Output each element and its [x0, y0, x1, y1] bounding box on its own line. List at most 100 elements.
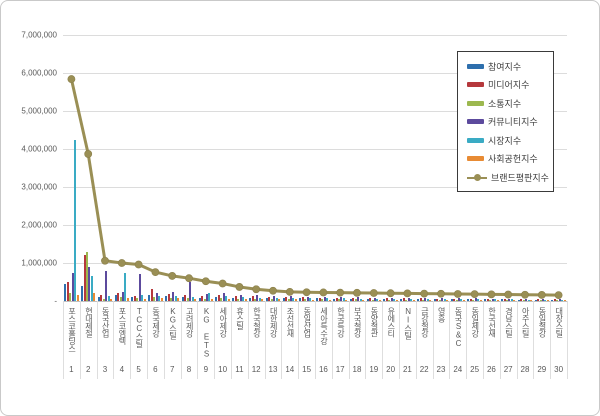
bar-사회공헌지수 — [412, 300, 415, 301]
bar-커뮤니티지수 — [239, 294, 242, 301]
category-separator — [180, 301, 182, 379]
bar-소통지수 — [270, 299, 273, 301]
line-marker — [369, 289, 378, 297]
line-marker — [336, 288, 345, 297]
x-axis-category-label: 동일철강 — [537, 307, 547, 337]
x-axis-rank-label: 9 — [203, 365, 209, 374]
y-axis-tick-label: 3,000,000 — [21, 182, 57, 192]
x-axis-category-cell: 동일제강 — [466, 307, 483, 361]
category-separator — [415, 301, 417, 379]
x-axis-rank-label: 22 — [419, 365, 429, 374]
line-marker — [487, 290, 496, 299]
x-axis-category-cell: 세아제강 — [214, 307, 231, 361]
bar-참여지수 — [265, 297, 268, 301]
bar-미디어지수 — [469, 298, 472, 301]
x-axis-rank-label: 5 — [136, 365, 141, 374]
bar-시장지수 — [477, 299, 480, 301]
x-axis-rank-label: 30 — [554, 365, 564, 374]
x-axis-category-label: 유에스티 — [386, 307, 396, 337]
category-separator — [298, 301, 300, 379]
bar-시장지수 — [141, 295, 144, 301]
bar-사회공헌지수 — [143, 298, 146, 301]
x-axis-category-label: 포스코엠텍 — [117, 307, 127, 345]
legend-item-사회공헌지수: 사회공헌지수 — [467, 152, 553, 165]
bar-참여지수 — [148, 295, 151, 301]
line-marker — [437, 289, 445, 298]
legend-label: 소통지수 — [488, 98, 522, 109]
bar-커뮤니티지수 — [374, 297, 377, 301]
legend-label: 사회공헌지수 — [488, 154, 538, 164]
x-axis-category-cell: 동일산업 — [298, 307, 315, 361]
x-axis-category-cell: 경남스틸 — [500, 307, 517, 361]
bar-소통지수 — [556, 300, 559, 301]
category-separator — [382, 301, 384, 379]
bar-커뮤니티지수 — [525, 298, 528, 301]
bar-미디어지수 — [301, 297, 304, 301]
bar-소통지수 — [186, 298, 189, 301]
x-axis-category-label: 영흥 — [437, 307, 447, 322]
x-axis-rank-label: 19 — [369, 365, 379, 374]
bar-커뮤니티지수 — [206, 294, 209, 301]
bar-커뮤니티지수 — [306, 296, 309, 301]
bar-미디어지수 — [369, 297, 372, 301]
legend-color-swatch-icon — [467, 63, 484, 69]
x-axis-category-label: 현대제철 — [84, 307, 94, 337]
bar-소통지수 — [505, 300, 508, 301]
bar-커뮤니티지수 — [340, 297, 343, 301]
bar-소통지수 — [287, 299, 290, 301]
legend: 참여지수 미디어지수 소통지수 커뮤니티지수 시장지수 사회공헌지수 브랜드평판지수 — [457, 51, 554, 192]
bar-사회공헌지수 — [513, 300, 516, 301]
x-axis-category-cell: 대한제강 — [265, 307, 282, 361]
bar-소통지수 — [153, 297, 156, 301]
bar-미디어지수 — [201, 296, 204, 301]
bar-시장지수 — [292, 297, 295, 301]
bar-커뮤니티지수 — [390, 297, 393, 301]
bar-참여지수 — [383, 299, 386, 301]
bar-미디어지수 — [335, 297, 338, 301]
bar-시장지수 — [107, 296, 110, 301]
legend-color-swatch-icon — [467, 137, 484, 143]
x-axis-rank-label: 8 — [186, 365, 192, 374]
bar-소통지수 — [102, 298, 105, 301]
x-axis-category-cell: KG스틸 — [164, 307, 181, 361]
bar-참여지수 — [417, 299, 420, 301]
bar-커뮤니티지수 — [491, 298, 494, 301]
bar-참여지수 — [450, 299, 453, 301]
legend-label: 참여지수 — [488, 61, 522, 72]
bar-미디어지수 — [133, 295, 136, 301]
x-axis-rank-label: 16 — [318, 365, 328, 374]
bar-커뮤니티지수 — [273, 295, 276, 301]
bar-소통지수 — [136, 298, 139, 301]
bar-사회공헌지수 — [210, 299, 213, 301]
bar-시장지수 — [158, 295, 161, 301]
x-axis-category-label: 한국철강 — [252, 307, 262, 337]
x-axis-category-label: 대창스틸 — [554, 307, 564, 337]
bar-미디어지수 — [419, 298, 422, 301]
x-axis-category-label: 동국S&C — [453, 307, 463, 348]
bar-소통지수 — [237, 298, 240, 301]
x-axis-rank-label: 14 — [285, 365, 295, 374]
legend-label: 커뮤니티지수 — [488, 117, 538, 127]
bar-사회공헌지수 — [496, 300, 499, 301]
bar-소통지수 — [421, 299, 424, 301]
x-axis-category-cell: KG ETS — [197, 307, 214, 361]
category-separator — [113, 301, 115, 379]
x-axis-rank-label: 23 — [436, 365, 446, 374]
bar-시장지수 — [376, 298, 379, 301]
bar-사회공헌지수 — [278, 299, 281, 301]
bar-소통지수 — [203, 298, 206, 301]
bar-미디어지수 — [352, 297, 355, 301]
line-marker — [235, 283, 244, 291]
x-axis-category-label: 조선선재 — [285, 307, 295, 337]
x-axis-category-cell: 세아특수강 — [315, 307, 332, 361]
bar-사회공헌지수 — [244, 299, 247, 301]
bar-소통지수 — [388, 299, 391, 301]
y-axis-tick-label: 1,000,000 — [21, 258, 57, 268]
bar-시장지수 — [410, 299, 413, 301]
x-axis-category-cell: 부국철강 — [349, 307, 366, 361]
bar-사회공헌지수 — [110, 299, 113, 301]
y-axis-tick-label: 6,000,000 — [21, 68, 57, 78]
line-marker — [201, 277, 210, 286]
x-axis-category-cell: TCC스틸 — [130, 307, 147, 361]
